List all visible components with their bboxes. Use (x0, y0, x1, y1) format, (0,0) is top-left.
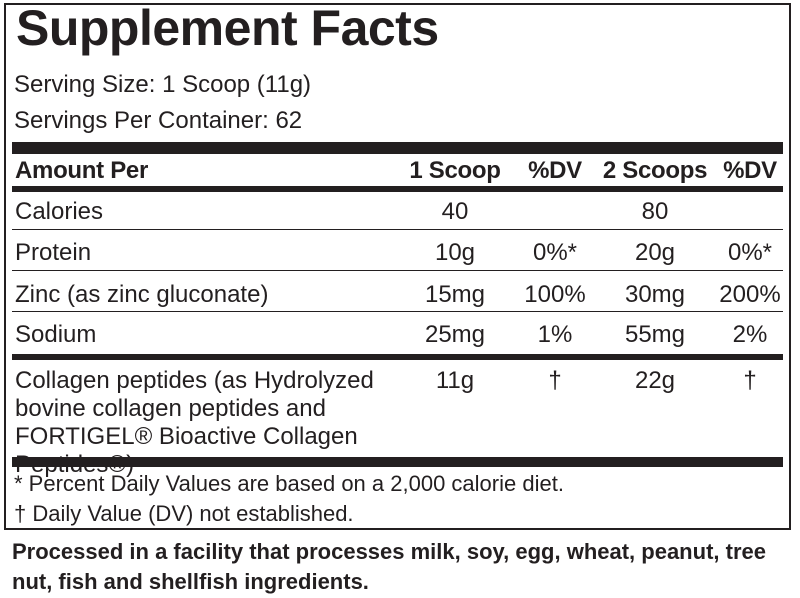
divider-thick-top (12, 142, 783, 154)
dv-one-scoop: 1% (537, 321, 573, 348)
amount-one-scoop: 10g (434, 239, 476, 266)
header-dv-one: %DV (528, 157, 582, 184)
divider-thick-bottom (12, 457, 783, 467)
panel-title: Supplement Facts (16, 0, 439, 56)
amount-two-scoops: 55mg (624, 321, 686, 348)
header-one-scoop: 1 Scoop (409, 157, 501, 184)
header-amount-per: Amount Per (15, 157, 149, 184)
nutrient-name: Sodium (15, 321, 97, 348)
supplement-facts-panel: Supplement Facts Serving Size: 1 Scoop (… (4, 0, 791, 530)
row-divider (12, 311, 783, 312)
amount-one-scoop: 40 (441, 198, 469, 225)
dv-one-scoop: 100% (524, 281, 586, 308)
nutrient-name: Calories (15, 198, 104, 225)
servings-per-container: Servings Per Container: 62 (14, 107, 303, 134)
dv-one-scoop: 0%* (532, 239, 578, 266)
row-divider (12, 270, 783, 271)
amount-one-scoop: 15mg (424, 281, 486, 308)
dv-two-scoops: 200% (719, 281, 781, 308)
header-dv-two: %DV (723, 157, 777, 184)
allergen-statement: Processed in a facility that processes m… (12, 539, 766, 594)
divider-section (12, 354, 783, 360)
nutrient-name: Collagen peptides (as Hydrolyzed bovine … (15, 367, 374, 478)
dv-two-scoops: 2% (732, 321, 768, 348)
divider-header (12, 186, 783, 192)
dv-one-scoop: † (548, 367, 562, 394)
serving-size: Serving Size: 1 Scoop (11g) (14, 71, 312, 98)
row-divider (12, 229, 783, 230)
header-two-scoops: 2 Scoops (602, 157, 708, 184)
amount-one-scoop: 11g (435, 367, 475, 394)
amount-two-scoops: 80 (641, 198, 669, 225)
footnote-percent-dv: * Percent Daily Values are based on a 2,… (14, 471, 564, 496)
amount-two-scoops: 30mg (624, 281, 686, 308)
dv-two-scoops: 0%* (727, 239, 773, 266)
amount-two-scoops: 20g (634, 239, 676, 266)
dv-two-scoops: † (743, 367, 757, 394)
amount-two-scoops: 22g (634, 367, 676, 394)
amount-one-scoop: 25mg (424, 321, 486, 348)
nutrient-name: Zinc (as zinc gluconate) (15, 281, 269, 308)
nutrient-name: Protein (15, 239, 92, 266)
footnote-dv-not-established: † Daily Value (DV) not established. (14, 501, 354, 526)
